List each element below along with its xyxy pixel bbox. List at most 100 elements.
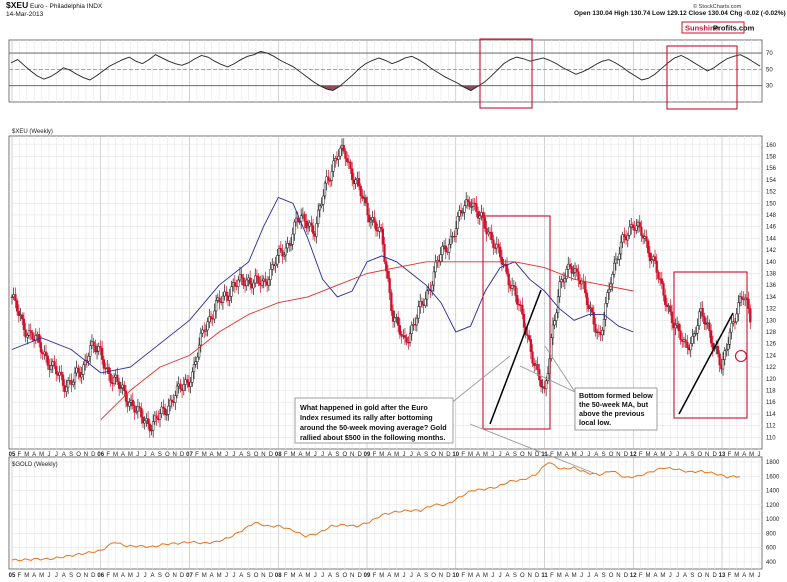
- x-tick-label: M: [217, 452, 222, 458]
- candle-down: [342, 144, 345, 152]
- candle-up: [320, 204, 323, 207]
- trend-lines: [489, 289, 734, 425]
- candle-down: [740, 296, 743, 300]
- candle-up: [704, 323, 708, 325]
- candle-up: [10, 296, 14, 298]
- candle-down: [516, 295, 519, 305]
- candle-down: [391, 310, 395, 322]
- price-y-tick-label: 160: [766, 143, 777, 149]
- candle-up: [192, 364, 196, 373]
- price-y-tick-label: 138: [766, 271, 777, 277]
- candle-down: [155, 415, 158, 419]
- bottom-note: Bottom formed below the 50-week MA, but …: [574, 387, 658, 431]
- candle-down: [123, 384, 126, 391]
- candle-up: [189, 381, 192, 387]
- candle-down: [327, 176, 330, 181]
- candle-up: [369, 219, 373, 223]
- candle-up: [558, 281, 561, 297]
- candle-up: [602, 319, 606, 331]
- candle-down: [653, 256, 657, 262]
- gold-x-tick-label: J: [136, 573, 139, 579]
- rsi-box-1: [479, 38, 533, 109]
- candle-up: [293, 221, 296, 235]
- x-tick-label: A: [417, 452, 421, 458]
- candle-up: [618, 253, 621, 260]
- candle-down: [577, 271, 580, 281]
- x-tick-label: J: [136, 452, 139, 458]
- gold-x-tick-label: O: [697, 573, 702, 579]
- candle-down: [584, 282, 587, 294]
- candle-down: [594, 323, 597, 333]
- candle-up: [424, 298, 427, 306]
- gold-x-tick-label: M: [202, 573, 207, 579]
- candle-down: [592, 312, 595, 325]
- gold-x-tick-label: A: [239, 573, 243, 579]
- gold-x-tick-label: N: [350, 573, 354, 579]
- main-note-line-1: What happened in gold after the Euro: [300, 403, 428, 412]
- candle-up: [128, 402, 131, 407]
- gold-x-tick-label: A: [121, 573, 125, 579]
- gold-x-tick-label: N: [616, 573, 620, 579]
- candle-up: [727, 344, 730, 350]
- candle-down: [124, 390, 128, 402]
- gold-x-tick-label: S: [690, 573, 694, 579]
- candle-up: [408, 333, 412, 343]
- candle-up: [607, 289, 611, 293]
- candle-up: [619, 241, 623, 255]
- gold-price-line: [11, 462, 740, 562]
- candle-down: [749, 308, 752, 323]
- candle-up: [339, 147, 342, 157]
- candle-up: [337, 155, 340, 160]
- candle-down: [345, 158, 349, 162]
- x-tick-label: M: [734, 452, 739, 458]
- price-candles: [10, 138, 752, 438]
- candle-down: [662, 283, 665, 296]
- gold-x-tick-label: A: [594, 573, 598, 579]
- candle-up: [252, 282, 255, 289]
- candle-down: [107, 367, 111, 374]
- candle-up: [354, 179, 357, 184]
- candle-down: [46, 355, 49, 366]
- candle-down: [677, 323, 680, 332]
- price-y-tick-label: 134: [766, 295, 777, 301]
- price-y-tick-label: 114: [766, 412, 776, 418]
- candle-up: [332, 160, 335, 172]
- candle-down: [514, 286, 517, 296]
- candle-down: [240, 274, 243, 279]
- x-tick-label: S: [602, 452, 606, 458]
- x-tick-label: M: [24, 452, 29, 458]
- candle-down: [670, 311, 674, 324]
- candle-down: [44, 351, 48, 357]
- candle-down: [131, 399, 134, 406]
- gold-x-tick-label: A: [32, 573, 36, 579]
- candle-up: [628, 226, 631, 236]
- candle-down: [684, 339, 687, 343]
- gold-x-tick-label: J: [314, 573, 317, 579]
- candle-down: [218, 297, 221, 303]
- candle-down: [716, 346, 720, 355]
- rsi-oversold-fill: [339, 85, 347, 87]
- candle-down: [669, 305, 672, 313]
- gold-x-tick-label: A: [742, 573, 746, 579]
- rsi-plot: [10, 50, 761, 92]
- x-tick-label: S: [513, 452, 517, 458]
- candle-down: [385, 261, 388, 272]
- gold-x-tick-label: O: [254, 573, 259, 579]
- candle-down: [303, 213, 306, 222]
- candle-down: [718, 353, 721, 366]
- gold-x-tick-label: O: [431, 573, 436, 579]
- x-tick-label: F: [550, 452, 554, 458]
- x-tick-label: S: [158, 452, 162, 458]
- candle-down: [703, 315, 706, 325]
- candle-down: [420, 300, 424, 305]
- gold-x-tick-label: J: [669, 573, 672, 579]
- gold-x-tick-label: 08: [275, 573, 282, 579]
- x-tick-label: N: [84, 452, 88, 458]
- candle-up: [26, 335, 29, 338]
- x-tick-label: O: [76, 452, 81, 458]
- candle-down: [374, 222, 378, 231]
- candle-down: [186, 379, 189, 383]
- candle-up: [237, 279, 240, 287]
- candle-down: [373, 217, 376, 223]
